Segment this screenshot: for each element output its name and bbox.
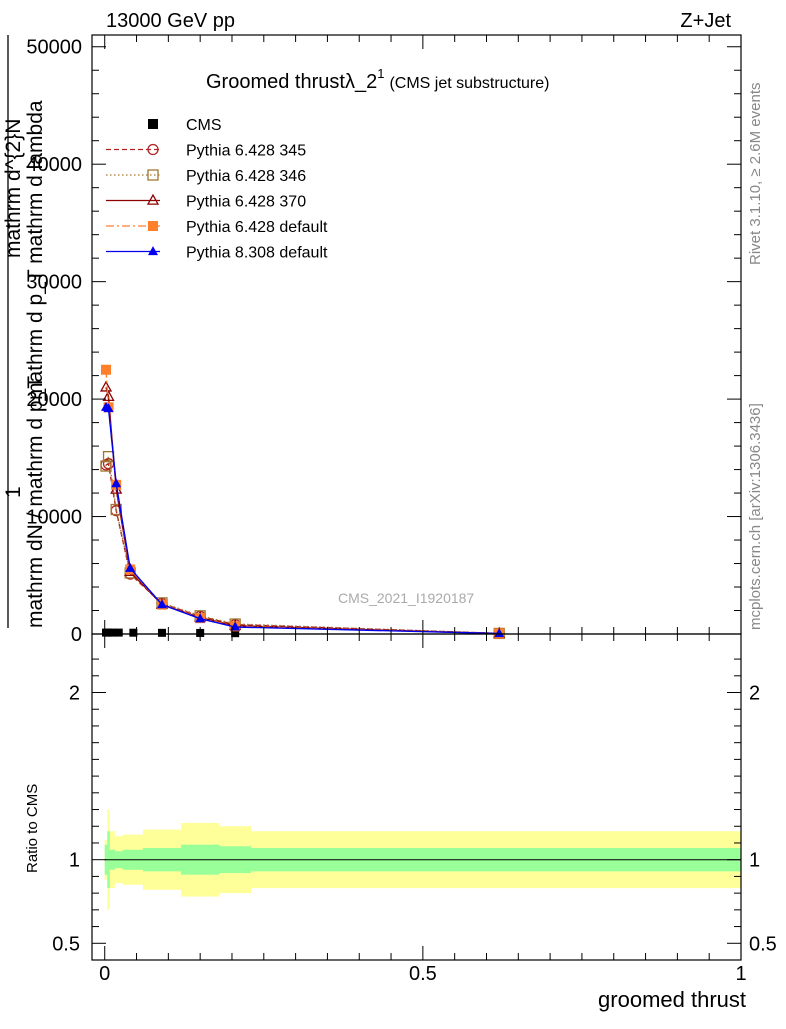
data-point-5-3: [125, 562, 136, 572]
legend-label: Pythia 6.428 default: [186, 219, 328, 236]
ratio-plot-frame: [91, 633, 742, 961]
ratio-ytick-label-right: 1: [749, 850, 760, 872]
data-point-0-5: [157, 628, 166, 637]
chart-title: Groomed thrustλ_21 (CMS jet substructure): [206, 66, 549, 93]
legend-label: Pythia 6.428 345: [186, 143, 306, 160]
legend-marker: [147, 169, 159, 181]
ratio-ytick-label-right: 2: [749, 683, 760, 705]
data-point-5-4: [156, 599, 167, 609]
x-tick-label: 1: [735, 963, 746, 985]
ratio-plot: 0 0.5 10.5 0.51 12 2: [52, 633, 777, 985]
series-1: [100, 458, 505, 640]
series-5: [100, 401, 505, 638]
x-tick-label: 0.5: [409, 963, 437, 985]
main-ytick-label: 0: [71, 624, 82, 646]
rivet-version-label: Rivet 3.1.10, ≥ 2.6M events: [747, 83, 764, 266]
ratio-ytick-label: 2: [69, 683, 80, 705]
chart-title-sup: 1: [377, 66, 384, 81]
legend-entry: Pythia 6.428 370: [106, 194, 306, 211]
main-ylabel-top: 1: [2, 486, 25, 498]
main-ylabel: 1 mathrm d^{2}N mathrm d p_T mathrm d la…: [2, 35, 47, 628]
legend-marker: [148, 221, 158, 231]
main-ytick-label: 50000: [26, 37, 82, 59]
ratio-ytick-label: 1: [69, 850, 80, 872]
analysis-watermark: CMS_2021_I1920187: [338, 590, 474, 606]
series-2: [100, 450, 505, 640]
ratio-ytick-label: 0.5: [52, 933, 80, 955]
chart-title-main: Groomed thrustλ_2: [206, 71, 377, 93]
legend-marker: [148, 246, 158, 256]
main-ylabel-norm: mathrm dN / mathrm d p_T: [24, 376, 47, 628]
legend-marker: [148, 119, 158, 129]
main-ylabel-frac-den: mathrm d p_T mathrm d lambda: [24, 100, 47, 400]
data-point-5-2: [111, 478, 122, 488]
data-point-3-0: [99, 380, 113, 392]
data-point-4-0: [100, 364, 111, 375]
main-ytick-label: 10000: [26, 507, 82, 529]
chart-title-sub: (CMS jet substructure): [389, 75, 549, 92]
legend-label: Pythia 6.428 370: [186, 194, 306, 211]
data-point-5-1: [103, 403, 114, 413]
data-point-0-4: [129, 628, 138, 637]
x-tick-label: 0: [99, 963, 110, 985]
ratio-ylabel: Ratio to CMS: [24, 784, 41, 873]
main-ylabel-frac-num: mathrm d^{2}N: [2, 119, 25, 258]
data-point-5-6: [230, 621, 241, 631]
data-point-0-7: [231, 629, 240, 638]
data-point-0-3: [114, 628, 123, 637]
legend-entry: Pythia 6.428 345: [106, 143, 306, 160]
legend-label: Pythia 6.428 346: [186, 168, 306, 185]
legend: CMS Pythia 6.428 345 Pythia 6.428 346 Pythi…: [106, 117, 328, 262]
data-point-3-1: [102, 390, 115, 401]
legend-entry: CMS: [148, 117, 222, 134]
legend-entry: Pythia 8.308 default: [106, 245, 328, 262]
process-label: Z+Jet: [680, 10, 731, 32]
energy-label: 13000 GeV pp: [106, 10, 235, 32]
x-axis-label: groomed thrust: [598, 987, 746, 1012]
main-ytick-label: 20000: [26, 389, 82, 411]
legend-entry: Pythia 6.428 346: [106, 168, 306, 185]
legend-entry: Pythia 6.428 default: [106, 219, 328, 236]
ratio-ytick-label-right: 0.5: [749, 933, 777, 955]
data-point-0-2: [108, 628, 117, 637]
data-point-5-5: [195, 613, 206, 623]
data-point-5-7: [494, 628, 505, 638]
legend-label: CMS: [186, 117, 222, 134]
main-ytick-label: 30000: [26, 272, 82, 294]
legend-marker: [147, 143, 159, 156]
svg-text:Groomed thrustλ_21(CMS jet sub: Groomed thrustλ_21 (CMS jet substructure): [206, 66, 549, 93]
series-0: [101, 628, 504, 638]
mcplots-label: mcplots.cern.ch [arXiv:1306.3436]: [747, 403, 764, 630]
legend-label: Pythia 8.308 default: [186, 245, 328, 262]
main-ytick-label: 40000: [26, 154, 82, 176]
legend-marker: [146, 193, 160, 205]
series-line-5: [105, 406, 500, 635]
main-plot: 0 10000 20000 30000 40000 50000: [26, 34, 742, 646]
